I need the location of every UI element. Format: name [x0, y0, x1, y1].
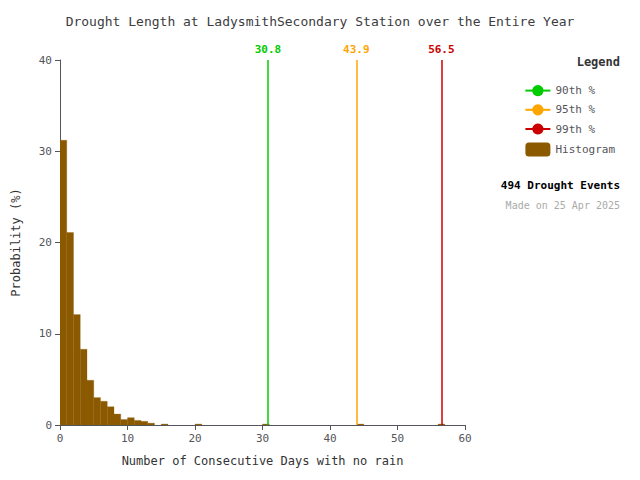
svg-text:10: 10 — [121, 432, 134, 445]
svg-text:10: 10 — [39, 327, 52, 340]
svg-text:20: 20 — [188, 432, 201, 445]
svg-text:95th %: 95th % — [555, 103, 595, 116]
svg-text:56.5: 56.5 — [428, 43, 455, 56]
svg-text:50: 50 — [391, 432, 404, 445]
svg-text:30: 30 — [39, 145, 52, 158]
svg-text:99th %: 99th % — [555, 123, 595, 136]
svg-text:Probability (%): Probability (%) — [9, 188, 23, 296]
svg-text:40: 40 — [323, 432, 336, 445]
svg-text:20: 20 — [39, 236, 52, 249]
svg-text:Legend: Legend — [577, 55, 620, 69]
svg-text:494 Drought Events: 494 Drought Events — [501, 179, 620, 192]
svg-text:Made on 25 Apr 2025: Made on 25 Apr 2025 — [506, 200, 620, 211]
svg-text:Histogram: Histogram — [555, 143, 615, 156]
svg-text:Drought Length at LadysmithSec: Drought Length at LadysmithSecondary Sta… — [66, 14, 575, 29]
svg-text:Number of Consecutive Days wit: Number of Consecutive Days with no rain — [122, 454, 404, 468]
svg-text:0: 0 — [45, 419, 52, 432]
svg-text:60: 60 — [458, 432, 471, 445]
svg-text:43.9: 43.9 — [343, 43, 370, 56]
svg-text:40: 40 — [39, 54, 52, 67]
svg-text:30.8: 30.8 — [255, 43, 282, 56]
svg-text:90th %: 90th % — [555, 84, 595, 97]
svg-text:0: 0 — [57, 432, 64, 445]
svg-text:30: 30 — [256, 432, 269, 445]
